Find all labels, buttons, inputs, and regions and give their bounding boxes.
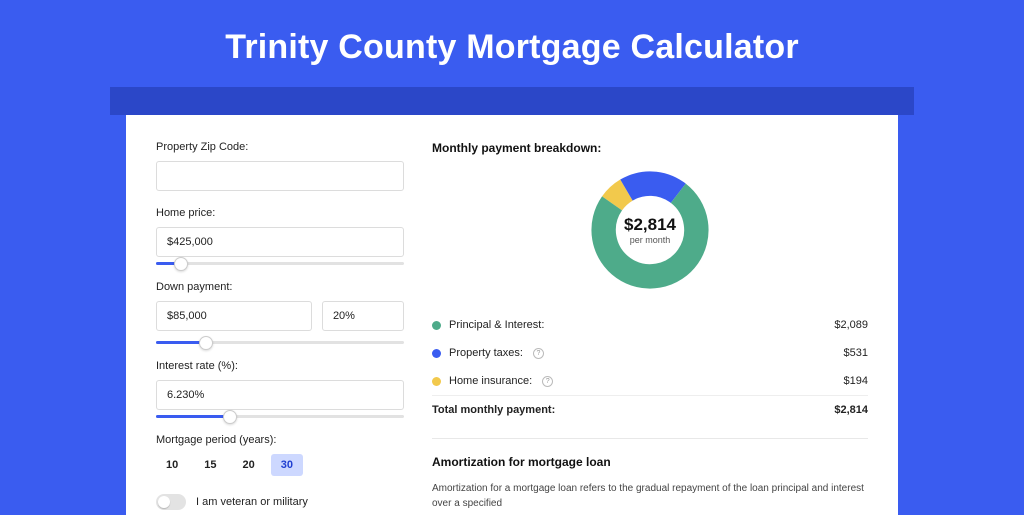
zip-label: Property Zip Code: <box>156 141 404 153</box>
amortization-title: Amortization for mortgage loan <box>432 455 868 469</box>
page-title: Trinity County Mortgage Calculator <box>0 0 1024 87</box>
interest-rate-slider-fill <box>156 415 230 418</box>
amortization-section: Amortization for mortgage loan Amortizat… <box>432 438 868 511</box>
donut-wrap: $2,814 per month <box>432 169 868 291</box>
period-button-10[interactable]: 10 <box>156 454 188 476</box>
home-price-input[interactable] <box>156 227 404 257</box>
legend-total-row: Total monthly payment: $2,814 <box>432 396 868 424</box>
veteran-toggle-row: I am veteran or military <box>156 494 404 510</box>
interest-rate-label: Interest rate (%): <box>156 360 404 372</box>
down-payment-percent-input[interactable] <box>322 301 404 331</box>
donut-center: $2,814 per month <box>624 215 676 245</box>
legend-list: Principal & Interest: $2,089 Property taxe… <box>432 311 868 395</box>
veteran-toggle-label: I am veteran or military <box>196 496 308 508</box>
period-buttons: 10 15 20 30 <box>156 454 404 476</box>
info-icon[interactable]: ? <box>542 376 553 387</box>
veteran-toggle-knob <box>158 496 170 508</box>
legend-item-value: $2,089 <box>834 319 868 331</box>
down-payment-slider-thumb[interactable] <box>199 336 213 350</box>
interest-rate-slider-thumb[interactable] <box>223 410 237 424</box>
home-price-slider[interactable] <box>156 262 404 265</box>
banner-strip <box>110 87 914 115</box>
legend-item-value: $194 <box>844 375 868 387</box>
down-payment-amount-input[interactable] <box>156 301 312 331</box>
down-payment-field-block: Down payment: <box>156 281 404 344</box>
down-payment-label: Down payment: <box>156 281 404 293</box>
period-field-block: Mortgage period (years): 10 15 20 30 <box>156 434 404 476</box>
home-price-field-block: Home price: <box>156 207 404 265</box>
interest-rate-slider[interactable] <box>156 415 404 418</box>
legend-item-value: $531 <box>844 347 868 359</box>
interest-rate-input[interactable] <box>156 380 404 410</box>
period-label: Mortgage period (years): <box>156 434 404 446</box>
zip-field-block: Property Zip Code: <box>156 141 404 191</box>
legend-total-value: $2,814 <box>834 404 868 416</box>
period-button-15[interactable]: 15 <box>194 454 226 476</box>
interest-rate-field-block: Interest rate (%): <box>156 360 404 418</box>
period-button-30[interactable]: 30 <box>271 454 303 476</box>
legend-item-label: Property taxes: <box>449 347 523 359</box>
legend-dot-icon <box>432 377 441 386</box>
payment-donut-chart: $2,814 per month <box>589 169 711 291</box>
legend-dot-icon <box>432 321 441 330</box>
zip-input[interactable] <box>156 161 404 191</box>
legend-item-label: Principal & Interest: <box>449 319 544 331</box>
inputs-column: Property Zip Code: Home price: Down paym… <box>156 141 404 515</box>
breakdown-title: Monthly payment breakdown: <box>432 141 868 155</box>
donut-center-value: $2,814 <box>624 215 676 235</box>
breakdown-column: Monthly payment breakdown: $2,814 per mo… <box>432 141 868 515</box>
legend-row: Property taxes:? $531 <box>432 339 868 367</box>
legend-total-label: Total monthly payment: <box>432 404 555 416</box>
legend-row: Principal & Interest: $2,089 <box>432 311 868 339</box>
period-button-20[interactable]: 20 <box>233 454 265 476</box>
legend-row: Home insurance:? $194 <box>432 367 868 395</box>
donut-center-sub: per month <box>624 235 676 245</box>
home-price-slider-thumb[interactable] <box>174 257 188 271</box>
legend-dot-icon <box>432 349 441 358</box>
home-price-label: Home price: <box>156 207 404 219</box>
calculator-card: Property Zip Code: Home price: Down paym… <box>126 115 898 515</box>
amortization-text: Amortization for a mortgage loan refers … <box>432 481 868 511</box>
down-payment-slider[interactable] <box>156 341 404 344</box>
veteran-toggle[interactable] <box>156 494 186 510</box>
info-icon[interactable]: ? <box>533 348 544 359</box>
legend-item-label: Home insurance: <box>449 375 532 387</box>
